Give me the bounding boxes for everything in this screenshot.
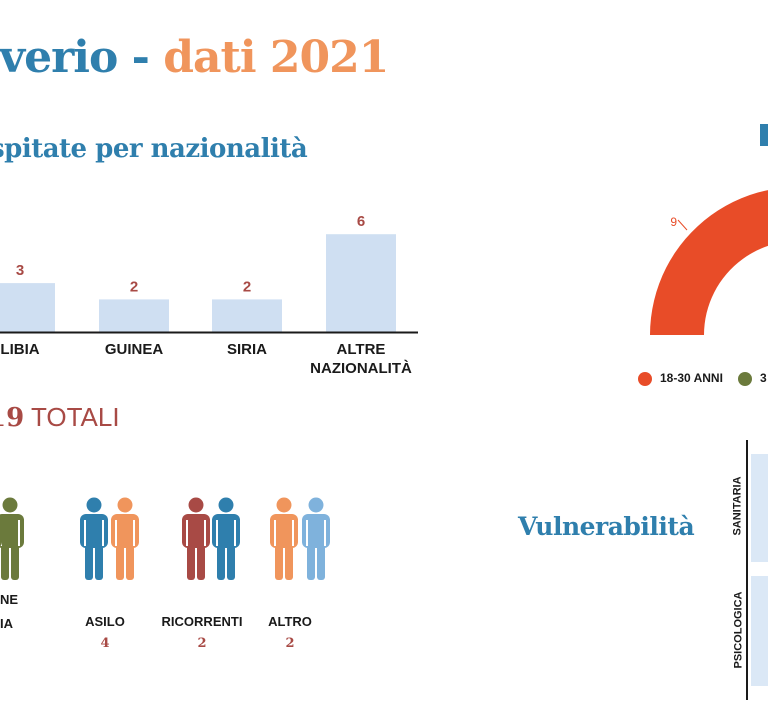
title-separator: - <box>117 32 164 83</box>
people-group-label: RICORRENTI <box>161 614 243 629</box>
category-label-line: NAZIONALITÀ <box>310 360 412 377</box>
vulnerability-row-sanitaria: SANITARIA <box>731 476 744 536</box>
category-label-line: LIBIA <box>0 341 40 358</box>
totals-heading: 19 TOTALI <box>0 402 120 433</box>
people-group-count: 2 <box>197 636 207 651</box>
page-title: averio - dati 2021 <box>0 32 389 83</box>
age-donut-chart: 9 <box>650 124 768 335</box>
bar-libia <box>0 283 55 332</box>
category-label-line: GUINEA <box>104 341 164 358</box>
cut-off-heading <box>760 124 768 146</box>
person-icon <box>0 497 24 580</box>
bar-value-label: 3 <box>16 262 24 279</box>
matrix-cell-sanitaria <box>751 454 768 562</box>
person-icon <box>111 497 139 580</box>
person-icon <box>270 497 298 580</box>
bar-chart-subtitle: spitate per nazionalità <box>0 134 308 164</box>
people-group-label: ALTRO <box>268 614 312 629</box>
category-label: SIRIA <box>177 340 317 359</box>
legend-dot <box>638 371 652 386</box>
vulnerability-title: Vulnerabilità <box>518 512 695 541</box>
person-icon <box>0 515 2 547</box>
people-group-count: 2 <box>285 636 295 651</box>
bar-value-label: 2 <box>130 278 138 295</box>
legend-label: 18-30 ANNI <box>660 371 723 385</box>
category-label: LIBIA <box>0 340 90 359</box>
bar-guinea <box>99 299 169 332</box>
category-label: ALTRE NAZIONALITÀ <box>291 340 431 378</box>
people-icons <box>0 497 330 580</box>
people-group-label: IA <box>0 616 13 631</box>
legend-item-second: 3 <box>738 371 767 386</box>
vulnerability-matrix <box>746 440 768 700</box>
title-part-2: dati 2021 <box>163 32 389 83</box>
bar-value-label: 6 <box>357 213 365 230</box>
title-part-1: averio <box>0 32 118 83</box>
slice-leader-line <box>677 219 688 231</box>
bar-siria <box>212 299 282 332</box>
category-label-line: ALTRE <box>336 341 386 358</box>
legend-dot <box>738 371 752 386</box>
person-icon <box>212 497 240 580</box>
legend-label: 3 <box>760 371 767 385</box>
totals-label: TOTALI <box>24 402 120 432</box>
donut-slice-18-30 <box>650 190 768 335</box>
people-group-label: NE <box>0 592 19 607</box>
bar-altre-nazionalit- <box>326 234 396 332</box>
matrix-cell-psicologica <box>751 576 768 686</box>
people-group-count: 4 <box>100 636 110 651</box>
nationality-bar-chart: 3 2 2 6 <box>0 213 418 334</box>
slice-value-label: 9 <box>670 215 677 229</box>
totals-number: 19 <box>0 403 25 433</box>
people-group-label: ASILO <box>85 614 125 629</box>
legend-item-18-30: 18-30 ANNI <box>638 371 723 386</box>
category-label: GUINEA <box>64 340 204 359</box>
person-icon <box>80 497 108 580</box>
person-icon <box>182 497 210 580</box>
category-label-line: SIRIA <box>226 341 267 358</box>
vulnerability-row-psicologica: PSICOLOGICA <box>732 591 745 669</box>
bar-value-label: 2 <box>243 278 251 295</box>
person-icon <box>302 497 330 580</box>
